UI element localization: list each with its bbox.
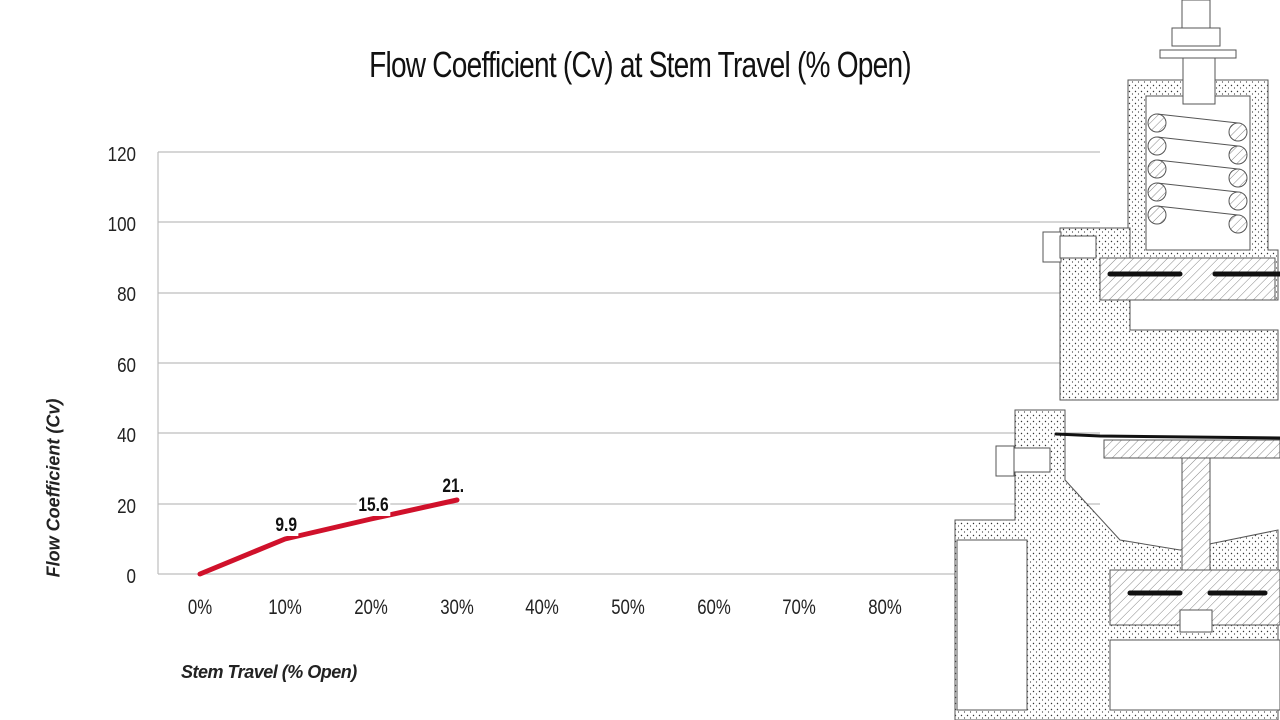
ytick: 100 (107, 214, 136, 236)
xtick: 10% (268, 596, 302, 619)
xtick: 30% (440, 596, 474, 619)
cv-line (197, 497, 460, 577)
data-label: 15.6 (356, 495, 391, 516)
gridlines (157, 151, 1100, 575)
xtick: 60% (697, 596, 731, 619)
ytick: 80 (117, 284, 136, 306)
chart-title: Flow Coefficient (Cv) at Stem Travel (% … (369, 44, 912, 85)
xtick: 40% (525, 596, 559, 619)
ytick: 40 (117, 425, 136, 447)
xtick: 0% (187, 596, 213, 619)
ytick: 0 (126, 566, 136, 588)
xtick: 50% (611, 596, 645, 619)
xtick: 20% (354, 596, 388, 619)
ytick: 60 (117, 355, 136, 377)
xtick: 80% (868, 596, 902, 619)
ytick: 120 (107, 144, 136, 166)
valve-cross-section-illustration (954, 0, 1280, 720)
x-axis-label: Stem Travel (% Open) (181, 662, 357, 682)
y-axis-label: Flow Coefficient (Cv) (43, 398, 64, 578)
data-label: 21. (440, 476, 466, 497)
data-label: 9.9 (273, 515, 299, 536)
xtick: 70% (782, 596, 816, 619)
ytick: 20 (117, 496, 136, 518)
